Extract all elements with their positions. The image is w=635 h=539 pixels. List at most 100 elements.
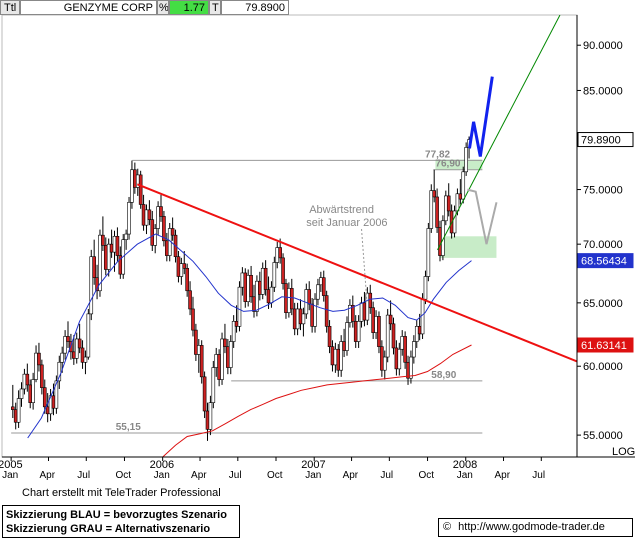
candle-body-145: [432, 190, 436, 198]
candle-body-92: [278, 247, 282, 259]
candle-body-127: [380, 346, 384, 371]
candle-body-135: [403, 336, 407, 363]
candle-body-81: [246, 275, 250, 302]
candle-body-89: [269, 286, 274, 304]
x-year-label-12: 2008: [453, 459, 477, 471]
website-box[interactable]: © http://www.godmode-trader.de: [438, 518, 633, 537]
candle-body-14: [51, 395, 56, 409]
candle-body-67: [205, 410, 210, 430]
zone-1: [440, 236, 497, 258]
candle-body-32: [103, 245, 108, 270]
x-year-label-8: 2007: [301, 459, 325, 471]
candle-body-12: [45, 406, 50, 415]
candle-body-35: [112, 235, 117, 253]
candle-body-2: [16, 398, 21, 423]
x-month-label-9: Apr: [343, 470, 359, 481]
candle-body-25: [83, 356, 88, 363]
candle-body-36: [115, 235, 120, 256]
candle-body-133: [397, 348, 402, 370]
x-month-label-7: Oct: [267, 470, 283, 481]
chart-credit: Chart erstellt mit TeleTrader Profession…: [22, 487, 221, 499]
candle-body-120: [359, 302, 364, 322]
candle-body-131: [391, 323, 396, 349]
x-month-label-12: Jan: [457, 470, 473, 481]
level-label-2: 58,90: [431, 370, 456, 381]
candle-body-42: [133, 169, 137, 188]
candle-body-22: [74, 338, 79, 359]
candle-body-70: [214, 354, 219, 368]
candle-body-117: [351, 304, 355, 322]
legend-grey: Skizzierung GRAU = Alternativszenario: [6, 523, 211, 535]
candle-body-106: [319, 277, 323, 286]
moving-averages: [27, 233, 472, 457]
candle-body-107: [321, 277, 326, 296]
y-tick-label-0: 90.0000: [583, 40, 623, 52]
scenario-legend: Skizzierung BLAU = bevorzugtes Szenario …: [2, 505, 240, 538]
y-axis: 90.000085.000080.000075.000070.000065.00…: [576, 15, 635, 458]
level-label-1: 76,90: [435, 159, 460, 170]
candle-body-129: [385, 314, 390, 358]
candle-body-109: [327, 326, 332, 347]
percent-label: %: [157, 0, 169, 15]
x-month-label-3: Oct: [115, 470, 131, 481]
candle-body-119: [356, 321, 361, 342]
x-month-label-0: Jan: [2, 470, 18, 481]
candle-body-147: [438, 227, 442, 256]
candle-body-19: [66, 336, 70, 342]
candle-body-18: [63, 336, 67, 354]
candle-body-26: [86, 313, 91, 358]
price-label-1: 68.56434: [581, 256, 627, 268]
candle-body-98: [295, 308, 300, 330]
annotation-line2: seit Januar 2006: [306, 217, 387, 229]
sma-red: [162, 344, 472, 457]
candle-body-50: [156, 206, 160, 229]
price-label-0: 79.8900: [581, 135, 621, 147]
candle-body-53: [165, 240, 169, 256]
candle-body-5: [25, 373, 30, 386]
candle-body-102: [307, 289, 312, 305]
downtrend-line: [136, 183, 577, 363]
candle-body-57: [176, 256, 181, 277]
x-month-label-13: Apr: [495, 470, 511, 481]
candle-body-61: [188, 290, 192, 310]
y-tick-label-7: 55.0000: [583, 430, 623, 442]
plot-area: [1, 14, 578, 458]
level-label-3: 55,15: [116, 422, 141, 433]
x-month-label-4: Jan: [154, 470, 170, 481]
candle-body-62: [191, 308, 195, 331]
candle-body-4: [22, 373, 27, 390]
zone-0: [435, 159, 483, 170]
website-link[interactable]: http://www.godmode-trader.de: [458, 521, 605, 533]
candle-body-45: [141, 204, 146, 226]
legend-blue: Skizzierung BLAU = bevorzugtes Szenario: [6, 509, 227, 521]
candle-body-130: [388, 314, 393, 325]
candle-body-46: [144, 209, 149, 226]
candle-body-104: [313, 298, 317, 327]
uptrend-line: [437, 15, 561, 251]
candle-body-93: [281, 257, 285, 284]
trend-lines: [136, 15, 577, 363]
candle-body-51: [159, 206, 163, 217]
candle-body-21: [72, 351, 76, 359]
candle-body-0: [10, 406, 15, 410]
candle-body-17: [60, 352, 64, 363]
candle-body-146: [435, 196, 439, 228]
x-year-label-0: 2005: [0, 459, 23, 471]
candle-body-68: [208, 402, 213, 430]
candle-body-3: [19, 388, 24, 399]
candle-body-15: [54, 380, 59, 409]
candle-body-69: [211, 367, 216, 403]
y-tick-label-6: 60.0000: [583, 361, 623, 373]
candle-body-44: [138, 174, 143, 205]
scenario-blue: [468, 76, 494, 157]
candle-body-9: [37, 352, 41, 366]
candle-body-52: [162, 216, 166, 242]
symbol-cell: Ttl: [0, 0, 20, 15]
copyright-icon: ©: [443, 521, 452, 533]
candle-body-33: [106, 243, 111, 270]
percent-change: 1.77: [169, 0, 209, 15]
candle-body-58: [179, 263, 184, 277]
company-name: GENZYME CORP: [20, 0, 157, 15]
candle-body-123: [368, 292, 373, 309]
